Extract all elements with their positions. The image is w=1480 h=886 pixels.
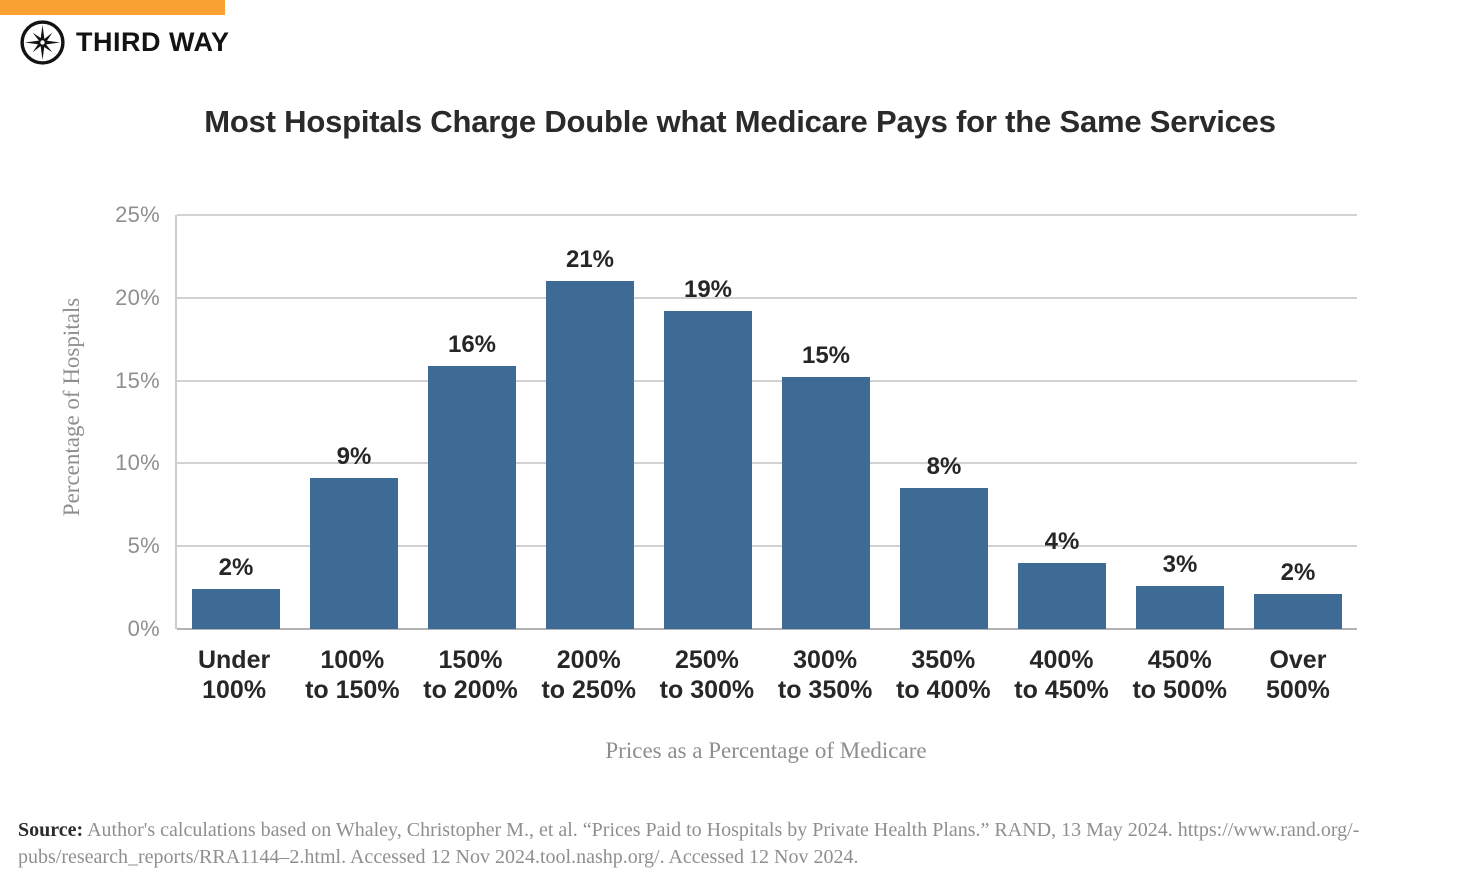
x-tick-label: 150% to 200% [423, 646, 518, 704]
bar [782, 377, 870, 629]
bar-slot: 19% [649, 215, 767, 629]
bar-series: 2% 9% 16% 21% 19% 15% 8% 4% 3% 2% [177, 215, 1357, 629]
y-tick-10%: 10% [115, 450, 160, 476]
bar [664, 311, 752, 629]
bar-value-label: 15% [801, 342, 851, 370]
bar [900, 488, 988, 629]
source-text-1: Author's calculations based on Whaley, C… [87, 819, 1360, 841]
gridline-10% [177, 462, 1357, 465]
compass-star-icon [20, 20, 65, 65]
bar-slot: 9% [295, 215, 413, 629]
source-line-1: Source: Author's calculations based on W… [18, 817, 1464, 844]
bar [428, 365, 516, 629]
x-tick-label: 100% to 150% [305, 646, 400, 704]
bar-value-label: 16% [447, 330, 497, 358]
bar-slot: 2% [177, 215, 295, 629]
bar [546, 281, 634, 629]
x-axis-tick-labels: Under 100% 100% to 150% 150% to 200% 200% to 25… [175, 646, 1357, 705]
bar [1136, 585, 1224, 629]
bar-value-label: 8% [926, 453, 962, 481]
bar [1018, 562, 1106, 629]
x-tick-label: 250% to 300% [659, 646, 755, 704]
bar [310, 478, 398, 629]
y-tick-5%: 5% [127, 533, 160, 559]
bar-value-label: 21% [565, 246, 615, 274]
bar-value-label: 2% [218, 554, 254, 582]
gridline-0% [177, 628, 1357, 630]
source-citation: Source: Author's calculations based on W… [18, 817, 1464, 871]
y-tick-0%: 0% [127, 616, 160, 641]
y-tick-15%: 15% [115, 367, 160, 393]
bar [192, 589, 280, 629]
bar-slot: 21% [531, 215, 649, 629]
bar-slot: 8% [885, 215, 1003, 629]
gridline-25% [177, 214, 1357, 216]
x-tick-label: 200% to 250% [541, 646, 636, 704]
gridline-15% [177, 379, 1357, 382]
bar-value-label: 2% [1280, 559, 1316, 587]
bar-slot: 16% [413, 215, 531, 629]
y-axis-tick-labels: 0% 5% 10% 15% 20% 25% [80, 202, 160, 641]
gridline-20% [177, 296, 1357, 299]
chart-title: Most Hospitals Charge Double what Medica… [204, 104, 1276, 139]
y-tick-25%: 25% [115, 202, 160, 227]
source-line-2: pubs/research_reports/RRA1144–2.html. Ac… [18, 844, 1464, 871]
source-text-2: pubs/research_reports/RRA1144–2.html. Ac… [18, 846, 859, 868]
x-tick-label: Under 100% [197, 646, 271, 704]
y-tick-20%: 20% [115, 284, 160, 310]
bar-slot: 15% [767, 215, 885, 629]
x-axis-title: Prices as a Percentage of Medicare [605, 738, 927, 763]
bar-slot: 4% [1003, 215, 1121, 629]
bar-value-label: 3% [1162, 550, 1198, 578]
brand-name: THIRD WAY [76, 27, 230, 57]
x-tick-label: 450% to 500% [1132, 646, 1227, 704]
bar-value-label: 4% [1044, 527, 1080, 555]
bar-value-label: 19% [683, 276, 733, 304]
bar-slot: 2% [1239, 215, 1357, 629]
plot-area: 2% 9% 16% 21% 19% 15% 8% 4% 3% 2% [175, 214, 1357, 630]
x-tick-label: Over 500% [1265, 646, 1330, 704]
bar-value-label: 9% [336, 443, 372, 471]
brand-logo: THIRD WAY [19, 19, 230, 66]
bar [1254, 594, 1342, 629]
bar-slot: 3% [1121, 215, 1239, 629]
x-tick-label: 400% to 450% [1014, 646, 1109, 704]
x-tick-label: 350% to 400% [896, 646, 991, 704]
brand-accent-bar [0, 0, 225, 15]
gridline-5% [177, 545, 1357, 548]
source-label: Source: [18, 819, 84, 841]
x-tick-label: 300% to 350% [777, 646, 873, 704]
